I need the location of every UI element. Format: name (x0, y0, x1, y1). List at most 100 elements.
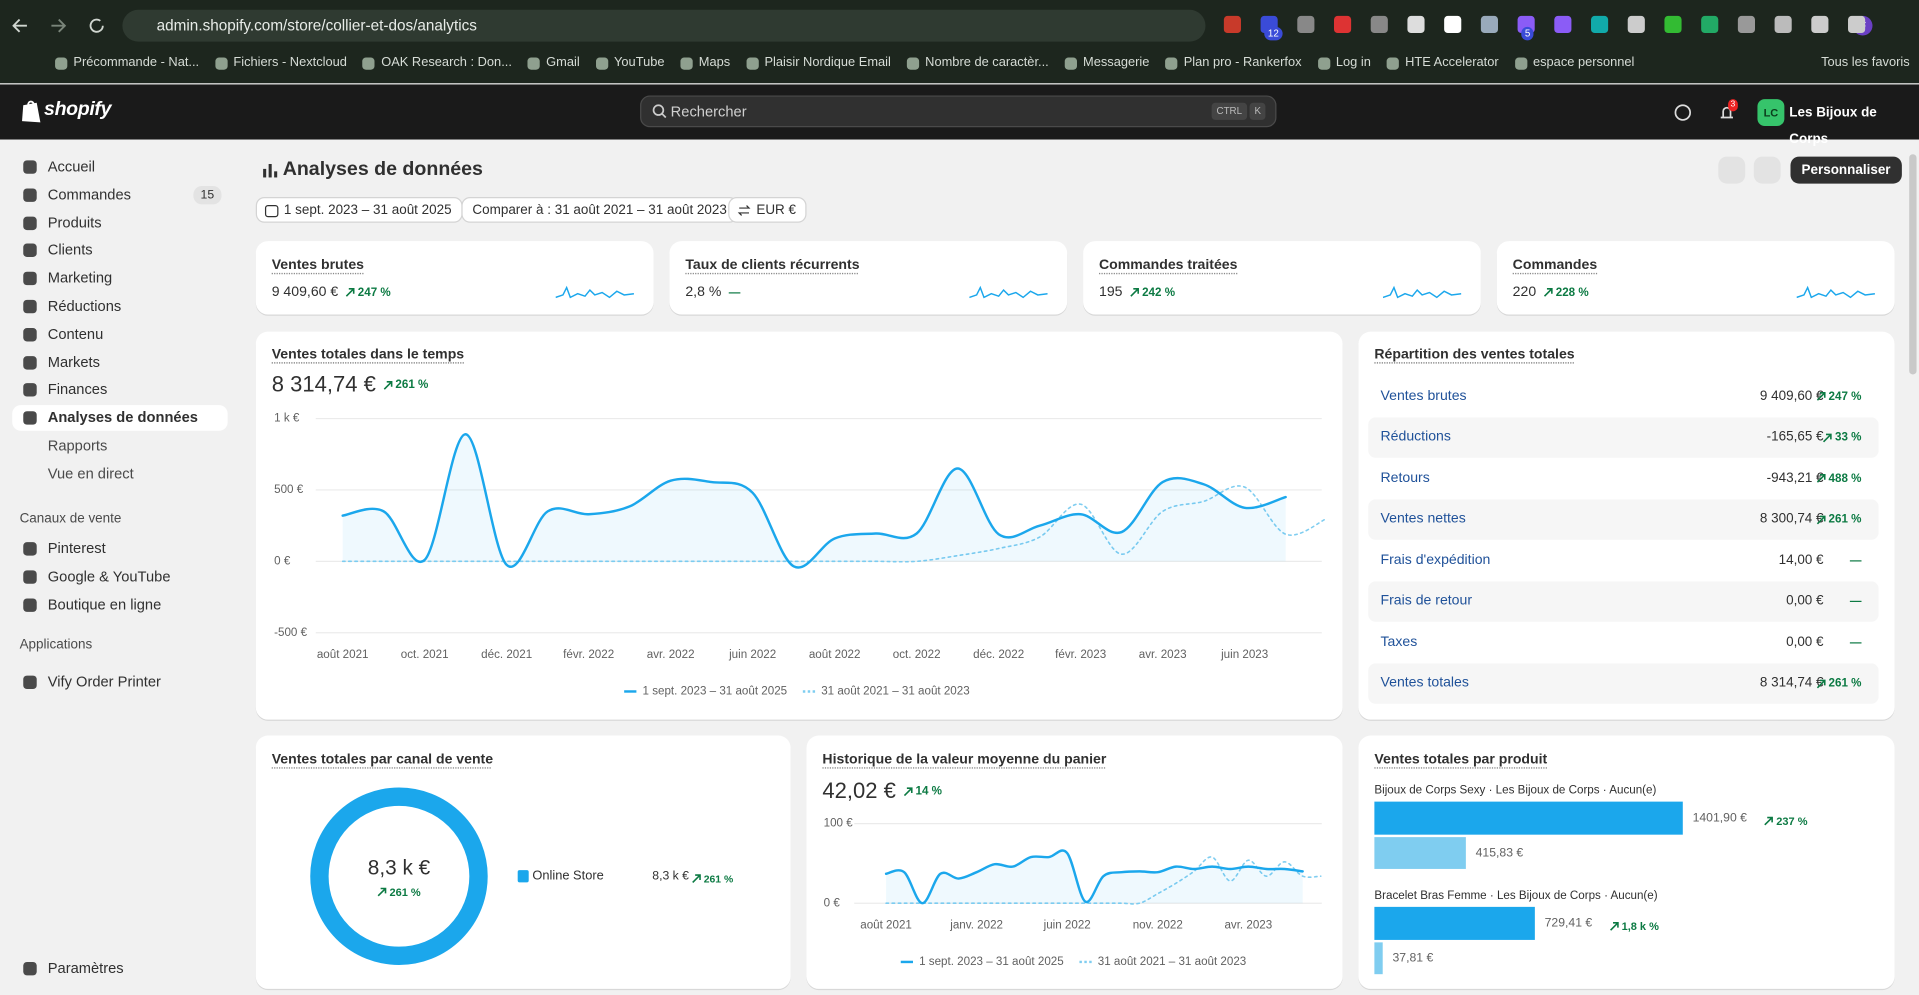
section-title[interactable]: Canaux de vente (19, 511, 122, 527)
currency-filter[interactable]: EUR € (728, 197, 808, 223)
extension-icon[interactable] (1333, 15, 1352, 34)
all-bookmarks[interactable]: Tous les favoris (1821, 55, 1910, 70)
total: 42,02 € (822, 778, 896, 803)
bookmark[interactable]: Log in (1317, 51, 1371, 74)
nav-item[interactable]: Vify Order Printer (12, 669, 227, 695)
nav-item[interactable]: Boutique en ligne (12, 592, 227, 618)
bookmark-icon (746, 56, 759, 70)
nav-item[interactable]: Accueil (12, 154, 227, 180)
logo[interactable]: shopify (44, 99, 112, 120)
bookmark-label: Fichiers - Nextcloud (233, 55, 347, 70)
bookmark[interactable]: Gmail (527, 51, 580, 74)
arrow-path (1816, 515, 1826, 524)
currency-icon (737, 205, 751, 216)
extension-icon[interactable] (1627, 15, 1645, 34)
arrow-path (1544, 288, 1553, 297)
row-label[interactable]: Ventes brutes (1380, 388, 1467, 404)
bookmark[interactable]: Fichiers - Nextcloud (215, 51, 347, 74)
scrollbar[interactable] (1909, 154, 1917, 375)
bookmark[interactable]: Plan pro - Rankerfox (1165, 51, 1302, 74)
nav-item[interactable]: Réductions (12, 294, 227, 320)
bookmark-icon (362, 56, 376, 70)
kpi-title: Commandes (1512, 258, 1598, 273)
path (22, 102, 41, 123)
bookmark[interactable]: Messagerie (1064, 51, 1149, 74)
row-label[interactable]: Frais de retour (1380, 593, 1473, 609)
bookmark-label: OAK Research : Don... (381, 55, 512, 70)
bookmark[interactable]: OAK Research : Don... (362, 51, 512, 74)
extension-icon[interactable] (1664, 15, 1682, 34)
bookmark-label: Nombre de caractèr... (925, 55, 1049, 70)
nav-item[interactable]: Commandes 15 (12, 182, 227, 208)
nav-item[interactable]: Vue en direct (12, 461, 227, 487)
nav-item[interactable]: Paramètres (12, 956, 227, 982)
nav-item[interactable]: Pinterest (12, 536, 227, 562)
nav-item[interactable]: Contenu (12, 322, 227, 348)
fullscreen-button[interactable] (1753, 156, 1781, 184)
extension-icon[interactable] (1480, 15, 1498, 34)
bookmark[interactable]: Nombre de caractèr... (906, 51, 1049, 74)
section-title[interactable]: Applications (19, 637, 93, 653)
bookmark[interactable]: Plaisir Nordique Email (746, 51, 891, 74)
nav-item[interactable]: Marketing (12, 266, 227, 292)
nav-item[interactable]: Clients (12, 238, 227, 264)
date-filter[interactable]: 1 sept. 2023 – 31 août 2025 (255, 197, 463, 223)
arrow-path (903, 786, 913, 796)
extension-icon[interactable] (1591, 15, 1609, 34)
address-bar[interactable] (122, 9, 1206, 42)
row-label[interactable]: Réductions (1380, 429, 1451, 445)
nav-icon (23, 570, 37, 584)
extension-icon[interactable] (1370, 15, 1388, 34)
extension-icon[interactable] (1554, 15, 1572, 34)
sparkline-path (969, 285, 1048, 299)
search-box[interactable] (640, 95, 1277, 128)
row-label[interactable]: Ventes totales (1380, 675, 1469, 691)
url[interactable]: admin.shopify.com/store/collier-et-dos/a… (156, 17, 477, 35)
change-text: — (728, 285, 741, 300)
header-icons[interactable] (1674, 103, 1743, 123)
nav-item[interactable]: Analyses de données (12, 405, 228, 432)
row-label[interactable]: Frais d'expédition (1380, 552, 1491, 568)
store-name[interactable]: Les Bijoux de Corps (1789, 105, 1877, 147)
extension-icon[interactable] (1407, 15, 1425, 34)
bookmark-icon (680, 56, 693, 70)
nav-badge: 15 (193, 185, 222, 205)
nav-item[interactable]: Finances (12, 377, 227, 403)
nav-label: Paramètres (47, 959, 124, 977)
nav-item[interactable]: Produits (12, 210, 227, 236)
nav-item[interactable]: Rapports (12, 433, 227, 459)
bookmark[interactable]: Maps (680, 51, 730, 74)
bookmark-label: Gmail (546, 55, 580, 70)
row-label[interactable]: Retours (1380, 470, 1430, 486)
kpi-title: Commandes traitées (1099, 258, 1238, 273)
nav-icon (23, 411, 37, 425)
store-avatar[interactable]: LC (1757, 99, 1785, 127)
breakdown-row: Ventes totales 8 314,74 € 261 % (1368, 663, 1879, 704)
row-change: 261 % (1816, 499, 1861, 539)
nav-item[interactable]: Google & YouTube (12, 564, 227, 590)
customize-button[interactable]: Personnaliser (1790, 156, 1902, 184)
bookmark[interactable]: YouTube (595, 51, 665, 74)
nav-item[interactable]: Markets (12, 350, 227, 376)
row-label[interactable]: Taxes (1380, 634, 1418, 650)
row-value: 8 314,74 € (1759, 675, 1824, 691)
extension-icon[interactable] (1701, 15, 1719, 34)
extension-icon[interactable] (1848, 15, 1866, 34)
bookmark[interactable]: Précommande - Nat... (55, 51, 199, 74)
refresh-button[interactable] (1718, 156, 1746, 184)
extension-icon[interactable] (1223, 15, 1241, 34)
compare-filter[interactable]: Comparer à : 31 août 2021 – 31 août 2023 (461, 197, 738, 223)
extension-icon[interactable] (1811, 15, 1829, 34)
nav-buttons[interactable] (12, 15, 110, 37)
row-label[interactable]: Ventes nettes (1380, 511, 1466, 527)
extension-icon[interactable] (1774, 15, 1792, 34)
extension-icon[interactable] (1297, 15, 1315, 34)
row-value: 0,00 € (1786, 593, 1824, 609)
breakdown-row: Retours -943,21 € 488 % (1368, 458, 1878, 498)
bookmark[interactable]: espace personnel (1514, 51, 1634, 74)
calendar-icon (264, 204, 279, 218)
extension-icon[interactable] (1444, 15, 1462, 34)
bookmark[interactable]: HTE Accelerator (1386, 51, 1499, 74)
extension-icon[interactable] (1737, 15, 1756, 34)
card-title: Historique de la valeur moyenne du panie… (822, 752, 1107, 768)
